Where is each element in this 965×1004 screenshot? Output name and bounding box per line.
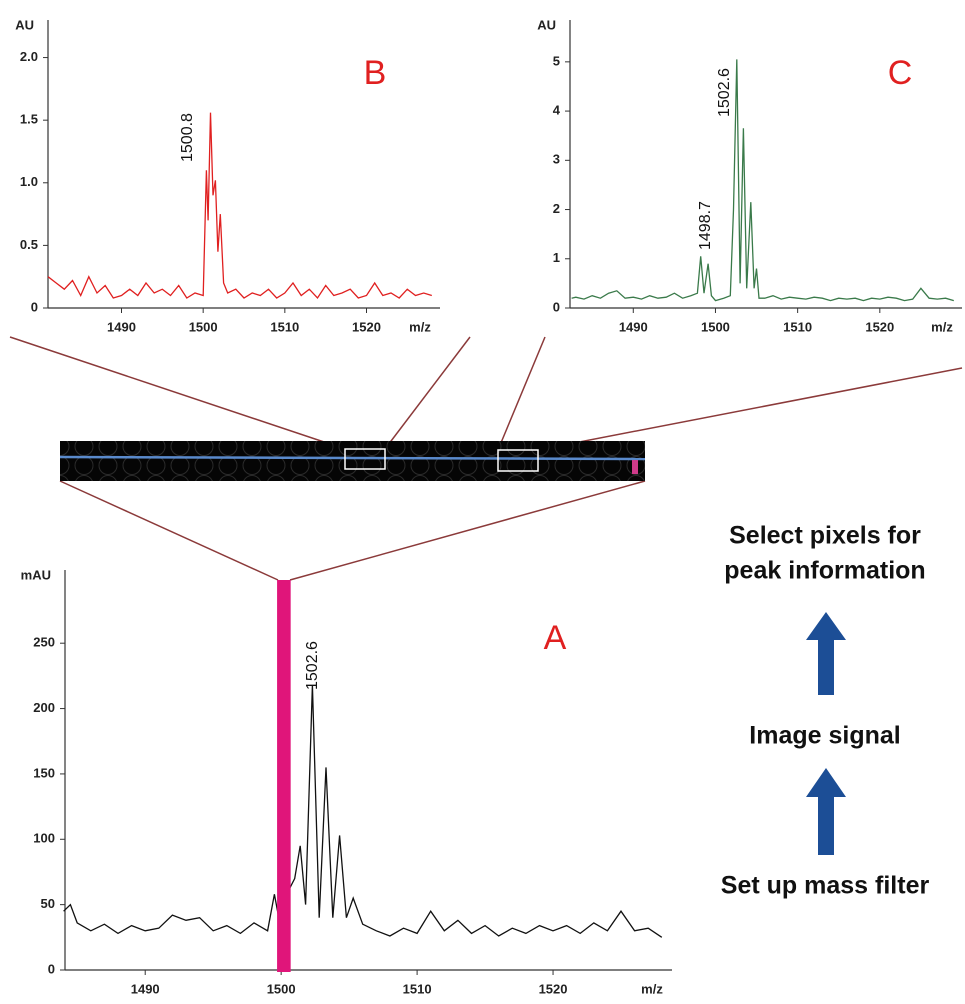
peak-label: 1502.6 bbox=[304, 641, 321, 690]
y-tick-label: 1 bbox=[553, 250, 560, 265]
x-tick-label: 1520 bbox=[865, 319, 894, 334]
x-tick-label: 1490 bbox=[619, 319, 648, 334]
y-tick-label: 150 bbox=[33, 765, 55, 780]
spectrum-line bbox=[48, 113, 432, 298]
y-tick-label: 1.5 bbox=[20, 112, 38, 127]
x-tick-label: 1500 bbox=[267, 981, 296, 996]
x-tick-label: 1510 bbox=[783, 319, 812, 334]
x-tick-label: 1510 bbox=[270, 319, 299, 334]
chart-title: A bbox=[544, 619, 567, 657]
flow-step: Select pixels for bbox=[729, 522, 921, 550]
image-strip bbox=[60, 441, 645, 481]
y-tick-label: 3 bbox=[553, 152, 560, 167]
x-axis-label: m/z bbox=[931, 319, 953, 334]
flow-step: Image signal bbox=[749, 722, 900, 750]
peak-label: 1498.7 bbox=[697, 201, 714, 250]
y-axis-label: AU bbox=[537, 17, 556, 32]
y-tick-label: 200 bbox=[33, 700, 55, 715]
y-tick-label: 250 bbox=[33, 635, 55, 650]
x-tick-label: 1510 bbox=[403, 981, 432, 996]
x-tick-label: 1490 bbox=[131, 981, 160, 996]
spectrum-line bbox=[64, 685, 662, 937]
chart-title: C bbox=[888, 54, 913, 92]
x-tick-label: 1490 bbox=[107, 319, 136, 334]
y-tick-label: 1.0 bbox=[20, 174, 38, 189]
y-tick-label: 100 bbox=[33, 831, 55, 846]
y-tick-label: 0.5 bbox=[20, 237, 38, 252]
peak-label: 1502.6 bbox=[716, 68, 733, 117]
y-tick-label: 5 bbox=[553, 53, 560, 68]
chart: 0 0.5 1.0 1.5 2.0 1490 1500 1510 1520 AU m/z B bbox=[15, 17, 440, 334]
y-axis-label: mAU bbox=[21, 567, 51, 582]
y-tick-label: 2.0 bbox=[20, 49, 38, 64]
mass-filter bbox=[277, 580, 291, 972]
flow-step: peak information bbox=[724, 557, 925, 585]
spectrum-line bbox=[572, 59, 954, 300]
y-tick-label: 0 bbox=[553, 299, 560, 314]
x-tick-label: 1520 bbox=[539, 981, 568, 996]
x-axis-label: m/z bbox=[641, 981, 663, 996]
chart: 0 1 2 3 4 5 1490 1500 1510 1520 AU m/z C bbox=[537, 17, 962, 334]
y-tick-label: 50 bbox=[41, 896, 55, 911]
figure: 0501001502002501490150015101520mAUm/zA15… bbox=[0, 0, 965, 1004]
x-axis-label: m/z bbox=[409, 319, 431, 334]
y-tick-label: 0 bbox=[31, 299, 38, 314]
y-tick-label: 0 bbox=[48, 961, 55, 976]
chart-title: B bbox=[364, 54, 387, 92]
chart: 0 50 100 150 200 250 1490 1500 1510 1520 mAU m/z A bbox=[21, 567, 672, 996]
x-tick-label: 1520 bbox=[352, 319, 381, 334]
flow-step: Set up mass filter bbox=[721, 872, 930, 900]
y-axis-label: AU bbox=[15, 17, 34, 32]
peak-label: 1500.8 bbox=[179, 113, 196, 162]
y-tick-label: 4 bbox=[553, 103, 561, 118]
x-tick-label: 1500 bbox=[701, 319, 730, 334]
x-tick-label: 1500 bbox=[189, 319, 218, 334]
y-tick-label: 2 bbox=[553, 201, 560, 216]
